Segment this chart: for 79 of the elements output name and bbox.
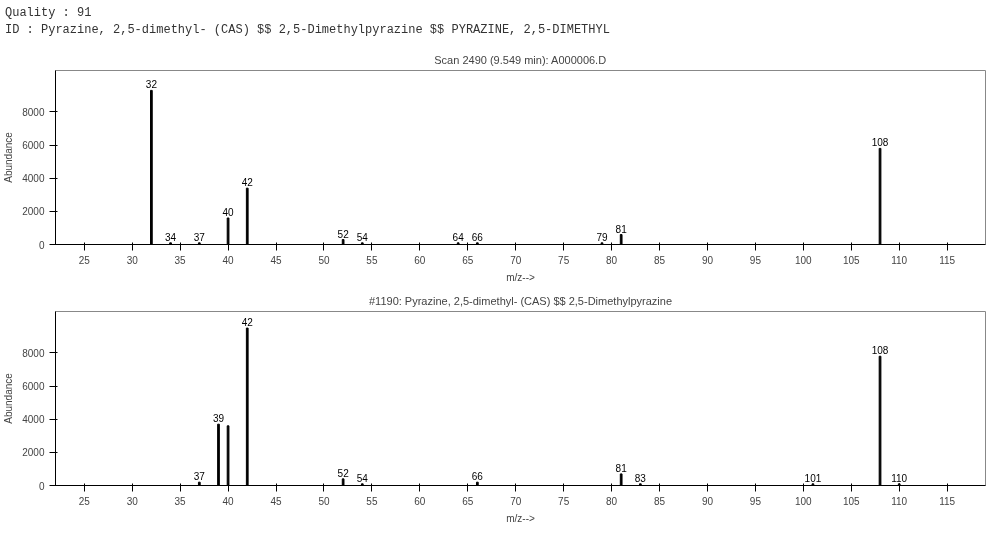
x-tick-label: 50 — [318, 254, 330, 266]
x-tick-label: 60 — [414, 495, 426, 507]
x-tick-label: 80 — [606, 254, 618, 266]
annotation: 81 — [615, 463, 628, 475]
x-tick-label: 55 — [366, 495, 378, 507]
y-tick-label: 2000 — [22, 447, 45, 459]
y-tick-label: 2000 — [22, 206, 45, 218]
x-tick-label: 115 — [939, 254, 956, 266]
x-tick-label: 35 — [174, 254, 187, 266]
annotation: 54 — [356, 232, 369, 244]
annotation: 79 — [596, 232, 608, 244]
annotation: 110 — [891, 473, 908, 485]
annotation: 37 — [193, 232, 206, 244]
x-tick-label: 65 — [462, 495, 474, 507]
x-tick-label: 40 — [222, 254, 235, 266]
x-tick-label: 95 — [749, 254, 762, 266]
annotation: 54 — [356, 473, 369, 485]
x-tick-label: 105 — [842, 254, 861, 266]
x-tick-label: 85 — [653, 254, 666, 266]
x-tick-label: 30 — [126, 254, 139, 266]
annotation: 34 — [164, 232, 177, 244]
x-tick-label: 110 — [891, 495, 908, 507]
x-tick-label: 110 — [891, 254, 908, 266]
y-tick-label: 6000 — [22, 140, 45, 152]
x-tick-label: 90 — [701, 254, 714, 266]
x-tick-label: 105 — [842, 495, 861, 507]
y-axis-title: Abundance — [3, 132, 15, 184]
y-tick-label: 0 — [38, 239, 45, 251]
x-tick-label: 50 — [318, 495, 330, 507]
chart-title: Scan 2490 (9.549 min): A000006.D — [434, 53, 607, 66]
annotation: 101 — [804, 473, 822, 485]
annotation: 66 — [471, 471, 484, 483]
x-tick-label: 65 — [462, 254, 474, 266]
annotation: 83 — [634, 473, 647, 485]
x-tick-label: 115 — [939, 495, 956, 507]
text: ID : Pyrazine, 2,5-dimethyl- (CAS) $$ 2,5-Dimethylpyrazine $$ PYRAZINE, 2,5-DIMETHYL — [5, 23, 610, 38]
x-tick-label: 25 — [78, 495, 91, 507]
x-tick-label: 60 — [414, 254, 426, 266]
y-tick-label: 8000 — [22, 107, 45, 119]
x-axis-title: m/z--> — [506, 271, 535, 283]
x-tick-label: 75 — [558, 254, 570, 266]
annotation: 52 — [337, 468, 350, 480]
x-tick-label: 45 — [270, 254, 283, 266]
annotation: 66 — [471, 232, 484, 244]
annotation: 81 — [615, 223, 628, 235]
x-tick-label: 40 — [222, 495, 235, 507]
x-tick-label: 55 — [366, 254, 378, 266]
annotation: 37 — [193, 471, 206, 483]
x-tick-label: 95 — [749, 495, 762, 507]
y-tick-label: 4000 — [22, 173, 45, 185]
x-axis-title: m/z--> — [506, 512, 535, 524]
x-tick-label: 80 — [606, 495, 618, 507]
y-tick-label: 8000 — [22, 348, 45, 360]
text: Quality : 91 — [5, 6, 92, 20]
x-tick-label: 45 — [270, 495, 283, 507]
x-tick-label: 90 — [701, 495, 714, 507]
annotation: 108 — [871, 345, 889, 357]
x-tick-label: 70 — [510, 254, 522, 266]
x-tick-label: 100 — [794, 254, 813, 266]
x-tick-label: 100 — [794, 495, 813, 507]
y-tick-label: 0 — [38, 480, 45, 492]
y-tick-label: 4000 — [22, 414, 45, 426]
annotation: 32 — [145, 79, 158, 91]
y-tick-label: 6000 — [22, 381, 45, 393]
x-tick-label: 25 — [78, 254, 91, 266]
x-tick-label: 85 — [653, 495, 666, 507]
annotation: 64 — [452, 232, 465, 244]
x-tick-label: 75 — [558, 495, 570, 507]
y-axis-title: Abundance — [3, 373, 15, 425]
annotation: 42 — [241, 177, 254, 189]
annotation: 52 — [337, 228, 350, 240]
x-tick-label: 30 — [126, 495, 139, 507]
chart-title: #1190: Pyrazine, 2,5-dimethyl- (CAS) $$ 2,5-Dimethylpyrazine — [368, 294, 673, 307]
annotation: 40 — [222, 207, 235, 219]
x-tick-label: 35 — [174, 495, 187, 507]
annotation: 42 — [241, 317, 254, 329]
annotation: 39 — [212, 413, 225, 425]
annotation: 108 — [871, 137, 889, 149]
x-tick-label: 70 — [510, 495, 522, 507]
